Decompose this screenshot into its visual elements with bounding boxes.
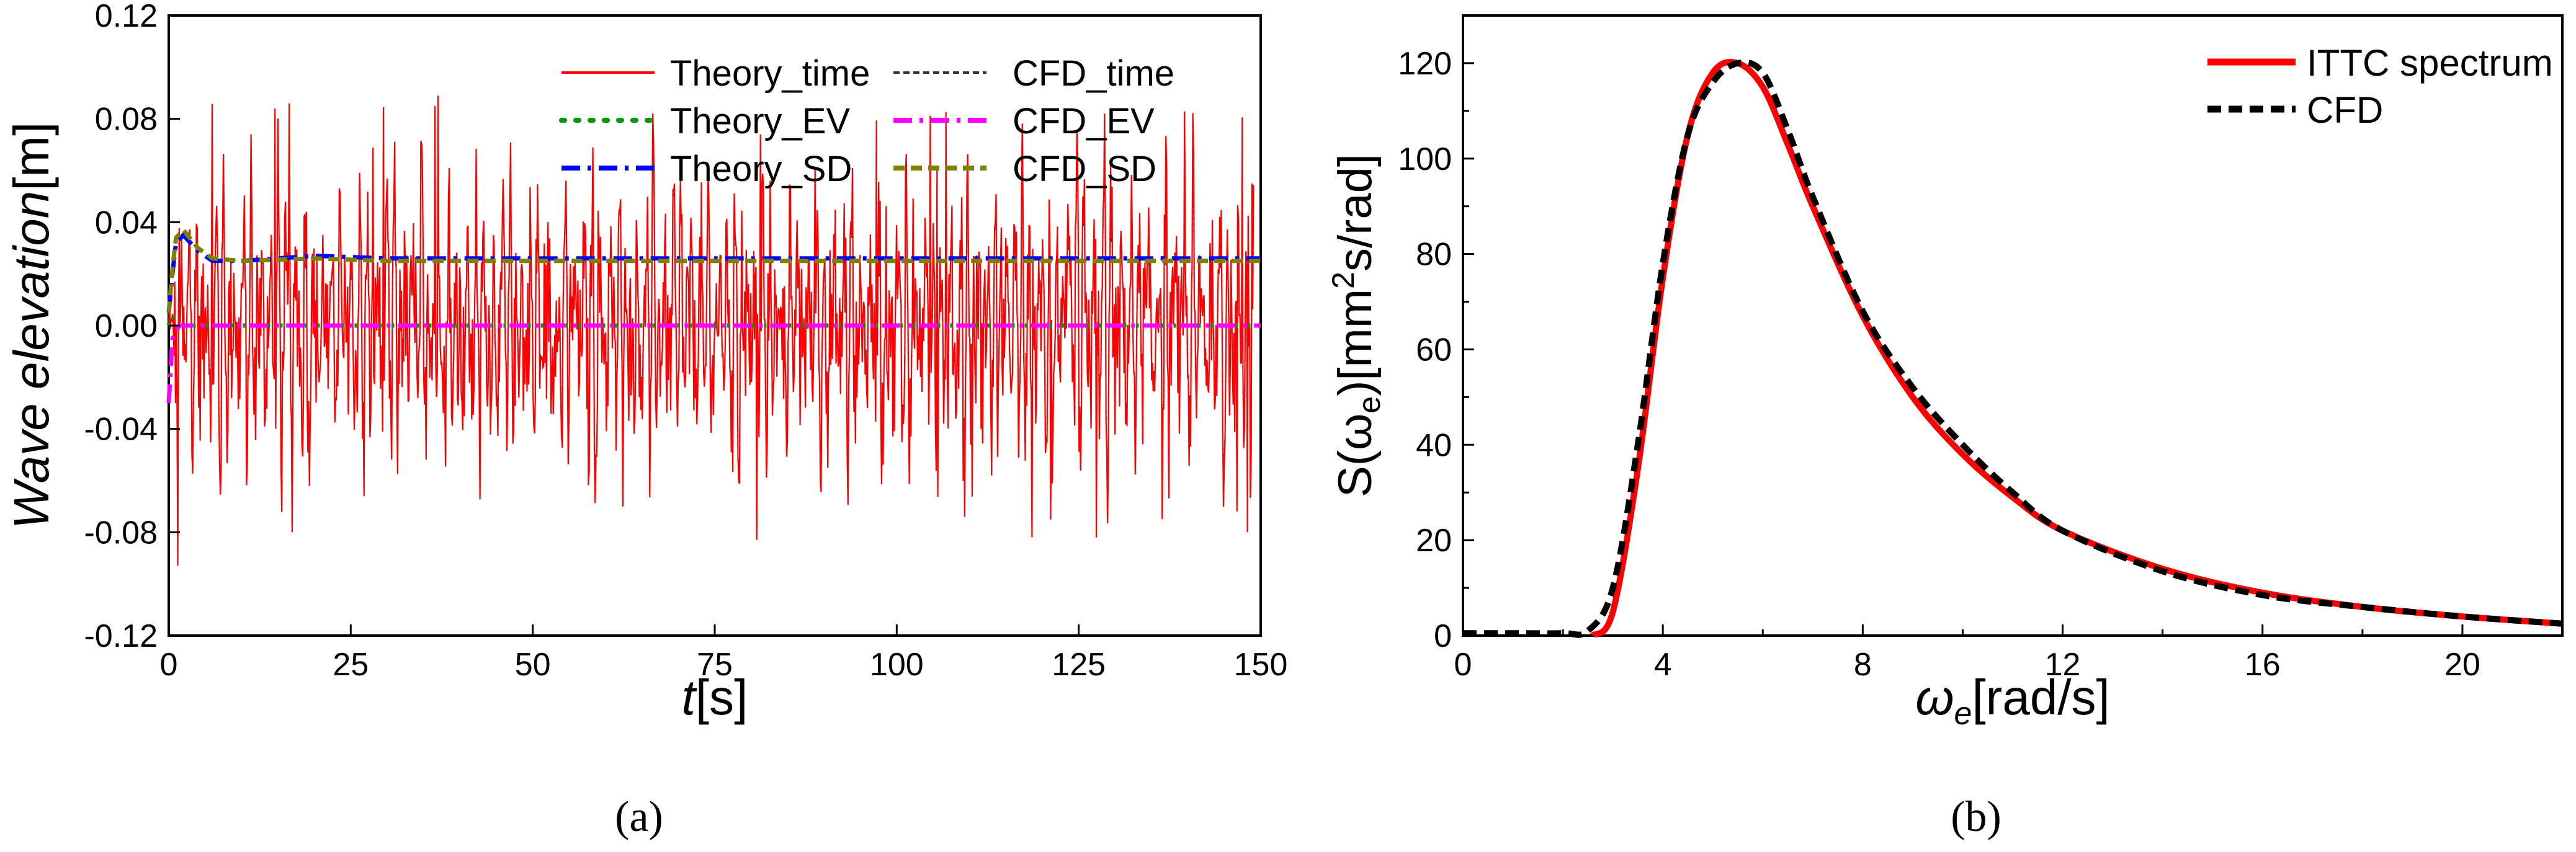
chart-a-y-ticks: -0.12 -0.08 -0.04 0.00 0.04 0.08 0.12 — [84, 0, 180, 654]
chart-a-x-tick-label: 25 — [333, 647, 369, 683]
chart-b-y-ticks: 0 20 40 60 80 100 120 — [1398, 46, 1474, 654]
chart-b-y-tick-label: 40 — [1416, 427, 1452, 463]
chart-b-x-tick-label: 12 — [2045, 647, 2081, 683]
chart-b-series-group — [1462, 59, 2563, 639]
chart-a-y-tick-label: -0.12 — [84, 618, 158, 654]
chart-b-x-axis-label: ωe[rad/s] — [1915, 670, 2110, 732]
chart-a: 0 25 50 75 100 125 150 -0.12 -0.08 -0.04 0.00 0.04… — [4, 0, 1287, 725]
chart-b-x-tick-label: 0 — [1454, 647, 1472, 683]
chart-b-x-tick-label: 4 — [1654, 647, 1672, 683]
chart-a-y-tick-label: 0.00 — [95, 308, 158, 344]
chart-b-y-axis-label: S(ωe)[mm2s/rad] — [1326, 154, 1387, 497]
legend-ittc-label: ITTC spectrum — [2307, 42, 2553, 84]
chart-b-legend: ITTC spectrum CFD — [2207, 42, 2553, 131]
chart-b-x-tick-label: 8 — [1854, 647, 1872, 683]
chart-b-y-tick-label: 80 — [1416, 237, 1452, 273]
chart-b: 0 4 8 12 16 20 0 20 40 60 80 100 120 S(ωe)[mm2s/rad… — [1326, 14, 2564, 732]
legend-theory-time-label: Theory_time — [670, 53, 870, 94]
legend-cfd-label: CFD — [2307, 89, 2383, 131]
series-cfd-line — [1462, 59, 2563, 638]
chart-b-plot-frame — [1462, 14, 2564, 637]
legend-theory-ev-label: Theory_EV — [670, 101, 850, 141]
chart-b-y-tick-label: 20 — [1416, 523, 1452, 559]
chart-a-y-tick-label: 0.12 — [95, 0, 158, 34]
chart-b-y-tick-label: 60 — [1416, 332, 1452, 368]
caption-a: (a) — [615, 793, 663, 841]
legend-cfd-ev-label: CFD_EV — [1013, 101, 1155, 141]
chart-a-x-tick-label: 75 — [697, 647, 733, 683]
legend-cfd-time-label: CFD_time — [1013, 53, 1174, 94]
legend-cfd-sd-label: CFD_SD — [1013, 149, 1156, 189]
chart-a-y-tick-label: 0.04 — [95, 205, 158, 241]
chart-b-x-tick-label: 20 — [2444, 647, 2480, 683]
chart-a-x-tick-label: 150 — [1234, 647, 1288, 683]
legend-theory-sd-label: Theory_SD — [670, 149, 852, 189]
chart-a-x-ticks: 0 25 50 75 100 125 150 — [160, 624, 1288, 683]
chart-a-x-tick-label: 50 — [515, 647, 551, 683]
chart-b-y-tick-label: 120 — [1398, 46, 1452, 82]
chart-b-x-tick-label: 16 — [2245, 647, 2281, 683]
series-cfd-sd-line — [166, 226, 1261, 313]
chart-a-y-tick-label: -0.08 — [84, 515, 158, 551]
series-theory-time-line — [168, 95, 1254, 566]
chart-b-x-ticks: 0 4 8 12 16 20 — [1454, 624, 2480, 683]
chart-a-legend: Theory_time CFD_time Theory_EV CFD_EV Th… — [559, 53, 1174, 189]
caption-b: (b) — [1951, 793, 2001, 841]
chart-a-x-axis-label: t[s] — [682, 670, 748, 725]
chart-b-y-tick-label: 0 — [1434, 618, 1452, 654]
chart-a-x-tick-label: 0 — [160, 647, 178, 683]
chart-a-x-tick-label: 125 — [1052, 647, 1106, 683]
chart-a-x-tick-label: 100 — [870, 647, 924, 683]
chart-a-y-tick-label: 0.08 — [95, 102, 158, 138]
chart-b-y-tick-label: 100 — [1398, 141, 1452, 177]
chart-a-y-axis-label: Wave elevation[m] — [4, 122, 59, 530]
chart-a-y-tick-label: -0.04 — [84, 412, 158, 448]
